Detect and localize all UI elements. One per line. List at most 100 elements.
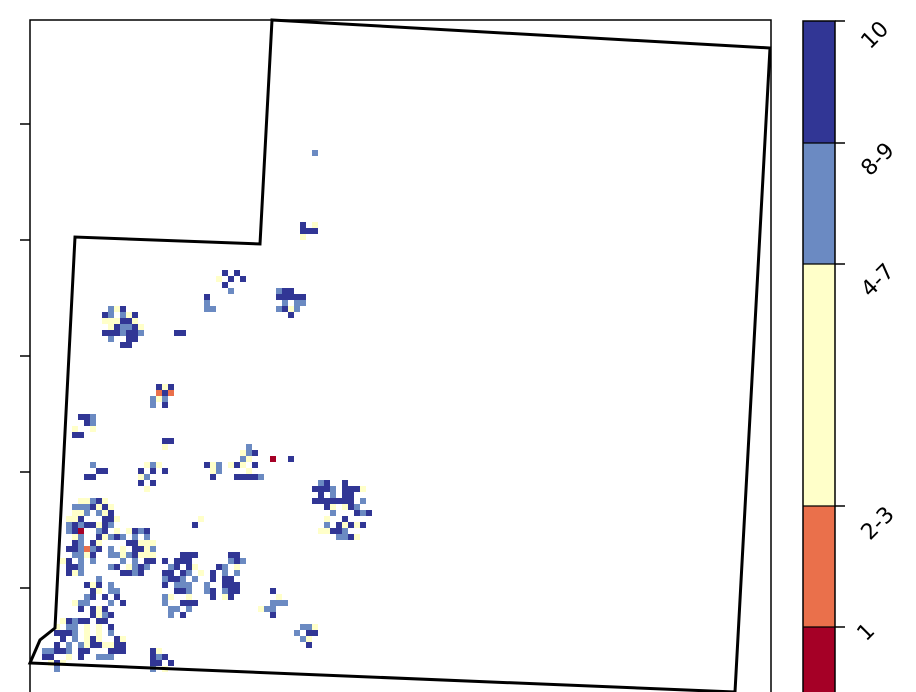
raster-cell xyxy=(180,576,186,582)
raster-cell xyxy=(228,552,234,558)
raster-cell xyxy=(270,456,276,462)
raster-cell xyxy=(198,516,204,522)
raster-cell xyxy=(138,540,144,546)
raster-cell xyxy=(246,474,252,480)
raster-cell xyxy=(300,228,306,234)
raster-cell xyxy=(150,396,156,402)
raster-cell xyxy=(78,606,84,612)
raster-cell xyxy=(216,468,222,474)
raster-cell xyxy=(294,306,300,312)
raster-cell xyxy=(108,516,114,522)
raster-cell xyxy=(90,426,96,432)
raster-cell xyxy=(360,510,366,516)
raster-cell xyxy=(96,546,102,552)
raster-cell xyxy=(252,450,258,456)
raster-cell xyxy=(66,642,72,648)
raster-cell xyxy=(108,564,114,570)
raster-cell xyxy=(78,618,84,624)
raster-cell xyxy=(222,582,228,588)
raster-cell xyxy=(66,570,72,576)
raster-cell xyxy=(54,624,60,630)
raster-cell xyxy=(180,612,186,618)
raster-cell xyxy=(168,612,174,618)
raster-cell xyxy=(222,270,228,276)
raster-cell xyxy=(228,558,234,564)
raster-cell xyxy=(306,624,312,630)
raster-cell xyxy=(282,288,288,294)
raster-cell xyxy=(84,624,90,630)
raster-cell xyxy=(102,528,108,534)
raster-cell xyxy=(66,528,72,534)
raster-cell xyxy=(108,588,114,594)
raster-cell xyxy=(162,576,168,582)
raster-cell xyxy=(84,420,90,426)
raster-cell xyxy=(108,522,114,528)
raster-cell xyxy=(210,474,216,480)
raster-cell xyxy=(120,312,126,318)
raster-cell xyxy=(114,594,120,600)
raster-cells xyxy=(42,150,372,672)
raster-cell xyxy=(108,546,114,552)
raster-cell xyxy=(108,654,114,660)
raster-cell xyxy=(180,600,186,606)
raster-cell xyxy=(84,510,90,516)
raster-cell xyxy=(108,504,114,510)
raster-cell xyxy=(120,636,126,642)
raster-cell xyxy=(222,588,228,594)
raster-cell xyxy=(78,648,84,654)
raster-cell xyxy=(300,222,306,228)
raster-cell xyxy=(66,624,72,630)
raster-cell xyxy=(174,582,180,588)
raster-cell xyxy=(72,516,78,522)
raster-cell xyxy=(72,510,78,516)
raster-cell xyxy=(102,522,108,528)
raster-cell xyxy=(132,546,138,552)
raster-cell xyxy=(258,474,264,480)
raster-cell xyxy=(354,510,360,516)
raster-cell xyxy=(72,624,78,630)
raster-cell xyxy=(96,468,102,474)
raster-cell xyxy=(102,618,108,624)
raster-cell xyxy=(276,288,282,294)
raster-cell xyxy=(102,534,108,540)
raster-cell xyxy=(102,468,108,474)
raster-cell xyxy=(114,528,120,534)
raster-cell xyxy=(192,564,198,570)
raster-cell xyxy=(114,564,120,570)
raster-cell xyxy=(102,330,108,336)
raster-cell xyxy=(270,612,276,618)
raster-cell xyxy=(162,594,168,600)
raster-cell xyxy=(90,558,96,564)
raster-cell xyxy=(354,522,360,528)
raster-cell xyxy=(48,648,54,654)
raster-cell xyxy=(276,294,282,300)
raster-cell xyxy=(120,642,126,648)
raster-cell xyxy=(204,462,210,468)
raster-cell xyxy=(84,504,90,510)
raster-cell xyxy=(330,486,336,492)
raster-cell xyxy=(204,300,210,306)
raster-cell xyxy=(132,336,138,342)
raster-cell xyxy=(66,546,72,552)
raster-cell xyxy=(318,486,324,492)
raster-cell xyxy=(150,468,156,474)
colorbar-label-4-7: 4-7 xyxy=(857,259,900,302)
raster-cell xyxy=(66,648,72,654)
raster-cell xyxy=(108,582,114,588)
raster-cell xyxy=(210,462,216,468)
colorbar-segment-2-3 xyxy=(803,506,835,627)
raster-cell xyxy=(138,474,144,480)
raster-cell xyxy=(102,654,108,660)
raster-cell xyxy=(204,294,210,300)
raster-cell xyxy=(102,612,108,618)
raster-cell xyxy=(78,414,84,420)
raster-cell xyxy=(72,546,78,552)
raster-cell xyxy=(300,636,306,642)
raster-cell xyxy=(90,462,96,468)
raster-cell xyxy=(72,570,78,576)
raster-cell xyxy=(162,402,168,408)
region-boundary xyxy=(27,18,772,692)
raster-cell xyxy=(150,654,156,660)
colorbar-segment-1 xyxy=(803,627,835,692)
raster-cell xyxy=(324,486,330,492)
